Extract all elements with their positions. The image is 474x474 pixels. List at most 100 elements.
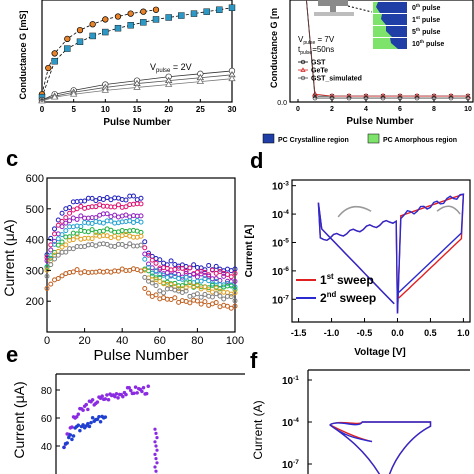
panel-b-inset: 0th pulse 1st pulse 5th pulse 10th pulse bbox=[314, 0, 444, 49]
panel-a-xtick-label: 5 bbox=[71, 105, 76, 114]
inset-tile-crystalline bbox=[373, 26, 407, 37]
panel-c-point bbox=[48, 247, 54, 253]
panel-c-ytick-label: 600 bbox=[26, 173, 44, 185]
panel-e-point bbox=[81, 408, 85, 412]
panel-c-point bbox=[198, 265, 204, 271]
panel-c-point bbox=[112, 243, 118, 249]
panel-a-point bbox=[228, 4, 236, 11]
panel-a-point bbox=[89, 32, 96, 40]
panel-d-xtick-label: -1.5 bbox=[291, 328, 307, 338]
panel-d-xtick-label: 0.0 bbox=[391, 328, 404, 338]
panel-c-point bbox=[70, 237, 76, 243]
panel-a-point bbox=[64, 45, 71, 52]
panel-e-point bbox=[62, 445, 66, 450]
panel-c-point bbox=[59, 224, 65, 230]
panel-c-point bbox=[232, 270, 238, 276]
panel-c-point bbox=[198, 278, 204, 284]
panel-c-point bbox=[89, 227, 95, 233]
panel-c-point bbox=[67, 210, 73, 216]
panel-b-point bbox=[312, 95, 318, 101]
panel-c-point bbox=[183, 288, 189, 294]
panel-a-point bbox=[133, 83, 141, 90]
panel-c-point bbox=[179, 276, 185, 282]
crystalline-label: PC Crystalline region bbox=[278, 137, 349, 144]
panel-a-point bbox=[196, 77, 205, 84]
panel-c-point bbox=[209, 294, 215, 300]
panel-c-tag: c bbox=[6, 146, 18, 171]
panel-a-xtick-label: 30 bbox=[228, 105, 237, 114]
panel-c-point bbox=[44, 285, 50, 291]
panel-b-legend-label: GST_simulated bbox=[311, 76, 362, 83]
panel-b-series-line-2 bbox=[305, 0, 468, 99]
panel-f-ytick-label: 10-1 bbox=[282, 375, 299, 387]
panel-c-point bbox=[138, 233, 144, 239]
panel-c-point bbox=[85, 229, 91, 235]
panel-c-ytick-label: 500 bbox=[26, 204, 44, 216]
panel-e-point bbox=[78, 428, 82, 433]
panel-c-point bbox=[213, 276, 219, 282]
panel-d-ytick-label: 10-5 bbox=[272, 237, 289, 249]
panel-c-point bbox=[63, 249, 69, 255]
panel-c-point bbox=[74, 267, 80, 273]
panel-c-point bbox=[191, 262, 197, 268]
panel-c-point bbox=[206, 273, 212, 279]
panel-c-point bbox=[202, 276, 208, 282]
panel-e-point bbox=[70, 425, 74, 429]
panel-e-point bbox=[68, 433, 73, 437]
panel-a-xtick-label: 25 bbox=[196, 105, 205, 114]
panel-c-xtick-label: 0 bbox=[44, 335, 50, 347]
panel-b-xtick-label: 0 bbox=[296, 106, 300, 113]
panel-e-point bbox=[141, 385, 146, 390]
panel-c-point bbox=[112, 204, 118, 210]
panel-b-ytick: 0.0 bbox=[277, 100, 287, 107]
panel-b-xtick-label: 4 bbox=[364, 106, 368, 113]
panel-c-point bbox=[213, 278, 219, 284]
panel-c-point bbox=[187, 279, 193, 285]
panel-c-point bbox=[119, 241, 125, 247]
panel-e-marks bbox=[62, 384, 159, 474]
panel-d-marks bbox=[317, 193, 465, 314]
panel-a-series-line-2 bbox=[41, 70, 233, 101]
panel-c-point bbox=[55, 236, 61, 242]
panel-d-arrow bbox=[436, 205, 461, 215]
inset-tiles: 0th pulse 1st pulse 5th pulse 10th pulse bbox=[373, 2, 444, 49]
panel-c-ytick-label: 300 bbox=[26, 265, 44, 277]
panel-b-frame bbox=[289, 0, 474, 103]
panel-e-point bbox=[74, 414, 79, 419]
panel-f-yticks: 10-1 10-4 10-7 bbox=[282, 375, 312, 471]
panel-c-point bbox=[232, 303, 238, 309]
panel-e-point bbox=[128, 388, 133, 393]
panel-e-point bbox=[153, 427, 157, 431]
panel-c-point bbox=[59, 273, 65, 279]
panel-c-ytick-label: 400 bbox=[26, 235, 44, 247]
panel-c-point bbox=[213, 291, 219, 297]
panel-e-point bbox=[155, 436, 159, 440]
panel-a-point bbox=[203, 8, 210, 15]
panel-c-point bbox=[164, 270, 170, 276]
panel-c-point bbox=[89, 236, 95, 242]
panel-a: 0 5 10 15 20 25 30 Vpulse = 2V Pulse Number Co… bbox=[18, 0, 237, 128]
panel-c-point bbox=[202, 299, 208, 305]
panel-c-point bbox=[191, 271, 197, 277]
panel-d-xtick-label: 1.0 bbox=[457, 328, 470, 338]
region-legend: PC Crystalline region PC Amorphous regio… bbox=[262, 133, 457, 144]
panel-c-point bbox=[187, 265, 193, 271]
panel-c-point bbox=[183, 268, 189, 274]
panel-c-point bbox=[55, 252, 61, 258]
panel-d-ytick-label: 10-6 bbox=[272, 266, 289, 278]
panel-a-point bbox=[114, 13, 122, 20]
panel-c-point bbox=[115, 268, 121, 274]
panel-e-point bbox=[146, 384, 151, 389]
panel-c-point bbox=[93, 198, 99, 204]
panel-e-point bbox=[86, 407, 90, 412]
panel-c-point bbox=[172, 295, 178, 301]
panel-c-point bbox=[194, 283, 200, 289]
panel-c-point bbox=[187, 300, 193, 306]
panel-e-point bbox=[155, 461, 159, 465]
panel-b-legend-marker bbox=[300, 75, 306, 81]
panel-b-legend-marker bbox=[300, 59, 306, 65]
panel-e-point bbox=[90, 415, 95, 420]
panel-c-point bbox=[198, 301, 204, 307]
panel-a-point bbox=[101, 86, 110, 93]
